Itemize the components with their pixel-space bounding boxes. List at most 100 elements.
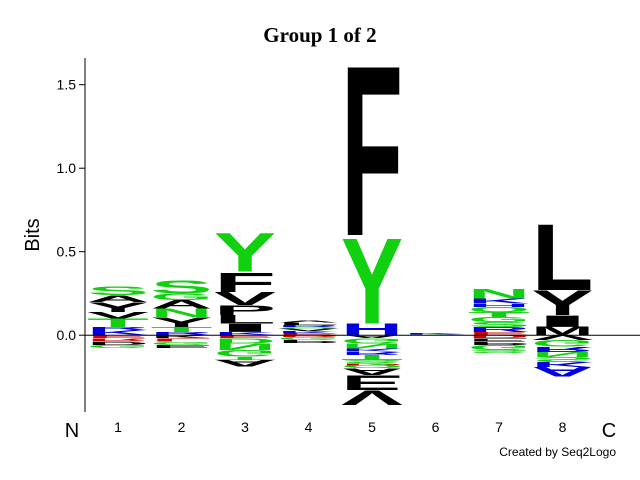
logo-letter: E xyxy=(278,333,340,336)
logo-letter: K xyxy=(87,329,149,337)
logo-letter: E xyxy=(214,334,276,339)
logo-letter: Q xyxy=(468,306,530,314)
logo-letter: K xyxy=(405,333,467,335)
y-tick-label: 1.0 xyxy=(57,160,77,176)
logo-letter: R xyxy=(278,325,340,328)
logo-letter: E xyxy=(87,334,149,339)
logo-letter: G xyxy=(151,341,213,346)
logo-letter: D xyxy=(278,335,340,338)
y-tick-label: 0.5 xyxy=(57,244,77,260)
logo-letter: V xyxy=(214,289,276,310)
y-tick-label: 0.0 xyxy=(57,327,77,343)
logo-letter: K xyxy=(151,334,213,339)
logo-letter: S xyxy=(468,349,530,354)
logo-letter: V xyxy=(278,328,340,332)
logo-letter: N xyxy=(341,342,403,350)
logo-letter: D xyxy=(214,337,276,345)
logo-letter: Y xyxy=(151,314,213,330)
logo-letter: T xyxy=(87,317,149,330)
logo-letter: I xyxy=(214,322,276,335)
logo-letter: Q xyxy=(341,364,403,369)
x-tick-label: 3 xyxy=(241,419,249,435)
logo-letter: R xyxy=(151,331,213,336)
logo-letter: F xyxy=(214,267,276,298)
logo-letter: N xyxy=(151,307,213,320)
logo-letter: A xyxy=(532,364,594,380)
logo-letter: H xyxy=(468,303,530,308)
logo-letter: K xyxy=(468,297,530,305)
logo-letter: A xyxy=(151,298,213,311)
x-tick-label: 8 xyxy=(559,419,567,435)
logo-letter: V xyxy=(87,310,149,320)
logo-letter: R xyxy=(87,338,149,343)
logo-letter: G xyxy=(468,316,530,324)
logo-letter: R xyxy=(468,326,530,334)
n-terminus-label: N xyxy=(65,420,79,442)
logo-letter: E xyxy=(468,338,530,343)
logo-letter: Y xyxy=(341,213,403,350)
logo-letter: G xyxy=(532,338,594,348)
logo-letter: R xyxy=(532,345,594,353)
x-tick-label: 2 xyxy=(178,419,186,435)
logo-letter: S xyxy=(151,277,213,298)
logo-letter: D xyxy=(341,363,403,366)
logo-letter: D xyxy=(87,341,149,346)
logo-letter: K xyxy=(278,330,340,334)
logo-letter: V xyxy=(341,386,403,409)
logo-letter: S xyxy=(87,285,149,298)
logo-letter: R xyxy=(87,326,149,331)
logo-letter: S xyxy=(532,355,594,363)
logo-letter: V xyxy=(532,334,594,342)
logo-letter: E xyxy=(151,344,213,349)
logo-letter: T xyxy=(214,356,276,361)
logo-letter: E xyxy=(341,371,403,394)
logo-letter: A xyxy=(341,334,403,339)
logo-letter: A xyxy=(87,294,149,304)
logo-letter: P xyxy=(214,303,276,319)
logo-letter: L xyxy=(532,204,594,310)
x-tick-label: 4 xyxy=(305,419,313,435)
x-tick-label: 1 xyxy=(114,419,122,435)
logo-letter: S xyxy=(341,359,403,364)
logo-letter: Y xyxy=(87,299,149,315)
logo-letter: A xyxy=(341,366,403,376)
logo-letter: R xyxy=(341,351,403,356)
logo-letter: F xyxy=(341,15,403,287)
credit: Created by Seq2Logo xyxy=(499,445,616,459)
logo-letter: T xyxy=(468,311,530,319)
logo-letter: G xyxy=(468,344,530,352)
logo-letter: P xyxy=(468,341,530,346)
logo-letter: N xyxy=(468,286,530,302)
x-tick-label: 7 xyxy=(495,419,503,435)
logo-letter: K xyxy=(341,348,403,353)
x-tick-label: 5 xyxy=(368,419,376,435)
logo-letter: A xyxy=(278,321,340,324)
logo-letter: S xyxy=(468,321,530,329)
logo-letter: N xyxy=(214,341,276,351)
logo-letter: E xyxy=(468,331,530,336)
logo-letter: I xyxy=(532,312,594,330)
logo-letter: L xyxy=(151,338,213,343)
logo-letter: S xyxy=(278,326,340,329)
logo-letter: M xyxy=(532,325,594,338)
chart-title: Group 1 of 2 xyxy=(263,23,376,47)
logo-letter: T xyxy=(151,326,213,334)
logo-letter: K xyxy=(214,331,276,336)
logo-letter: A xyxy=(214,358,276,368)
logo-letter: K xyxy=(532,360,594,368)
logo-letter: P xyxy=(278,339,340,344)
y-axis-label: Bits xyxy=(22,218,44,251)
logo-letter: Y xyxy=(214,222,276,284)
logo-letter: Y xyxy=(532,284,594,323)
logo-letter: L xyxy=(214,313,276,326)
y-tick-label: 1.5 xyxy=(57,77,77,93)
logo-letter: L xyxy=(278,322,340,326)
logo-letter: H xyxy=(341,321,403,339)
c-terminus-label: C xyxy=(602,420,616,442)
logo-letter: N xyxy=(532,350,594,358)
logo-letter: G xyxy=(341,337,403,345)
logo-letter: T xyxy=(341,354,403,362)
x-tick-label: 6 xyxy=(432,419,440,435)
